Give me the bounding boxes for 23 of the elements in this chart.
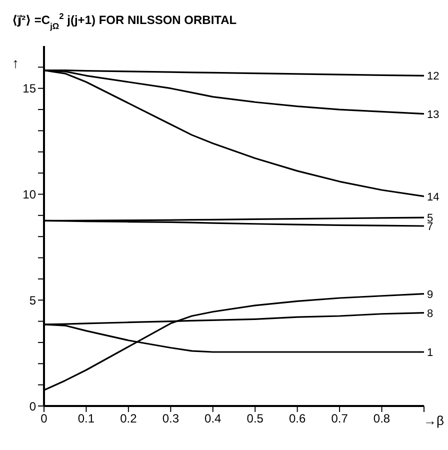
series-label: 1 — [427, 347, 434, 359]
y-tick-label: 5 — [29, 293, 36, 308]
x-tick-label: 0.4 — [204, 412, 222, 426]
x-tick-label: 0.3 — [162, 412, 180, 426]
series-label: 14 — [427, 191, 440, 204]
y-tick-label: 0 — [29, 399, 36, 414]
chart-title: ⟨j⃗²⟩ =C$_{jΩ}$$^{2}$ j(j+1) FOR NILSSON ORBITAL — [12, 11, 237, 31]
x-tick-label: 0.7 — [331, 412, 348, 426]
y-axis-title: ↑ — [12, 54, 19, 71]
x-axis-title: →β — [424, 413, 444, 428]
x-tick-label: 0 — [40, 412, 48, 426]
y-tick-label: 10 — [22, 187, 36, 202]
x-tick-label: 0.6 — [288, 412, 306, 426]
series-label: 8 — [427, 308, 434, 320]
series-label: 7 — [427, 221, 434, 233]
series-label: 12 — [427, 70, 440, 83]
x-tick-label: 0.2 — [120, 412, 138, 426]
series-label: 13 — [427, 108, 440, 121]
series-label: 9 — [427, 288, 434, 301]
y-tick-label: 15 — [22, 82, 36, 96]
x-tick-label: 0.8 — [373, 412, 390, 426]
x-tick-label: 0.5 — [246, 412, 264, 426]
x-tick-label: 0.1 — [78, 412, 95, 426]
